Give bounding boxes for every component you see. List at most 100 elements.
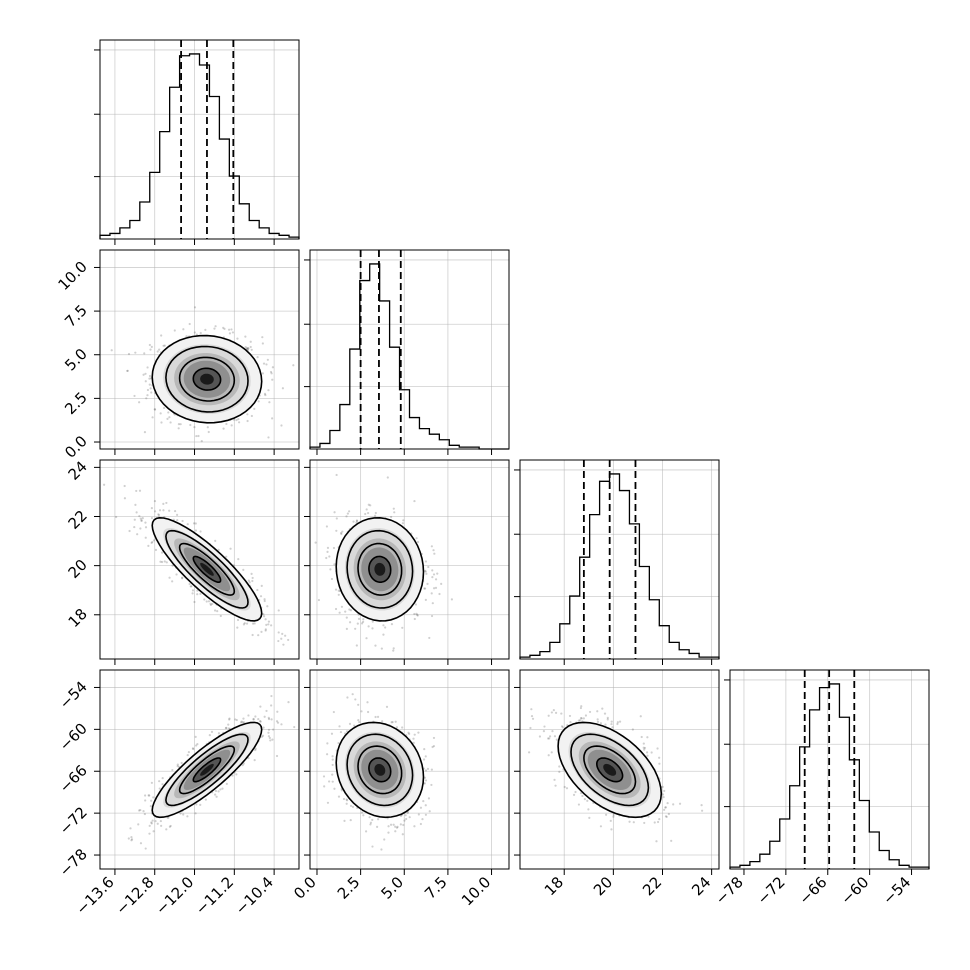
scatter-point xyxy=(426,767,430,770)
scatter-point xyxy=(610,828,613,831)
scatter-point xyxy=(287,701,290,704)
scatter-point xyxy=(275,754,279,758)
scatter-point xyxy=(579,717,583,720)
scatter-point xyxy=(249,340,252,343)
scatter-point xyxy=(228,332,232,335)
scatter-point xyxy=(364,512,367,516)
scatter-point xyxy=(144,526,148,529)
scatter-point xyxy=(123,497,127,500)
scatter-point xyxy=(337,795,341,798)
scatter-point xyxy=(162,502,165,505)
scatter-point xyxy=(213,793,217,796)
scatter-point xyxy=(165,501,168,505)
scatter-point xyxy=(670,839,673,842)
scatter-point xyxy=(115,515,118,519)
scatter-point xyxy=(133,394,136,398)
x-tick-label: 10.0 xyxy=(458,873,494,909)
scatter-point xyxy=(367,511,370,515)
panel-0-0 xyxy=(94,39,300,245)
scatter-point xyxy=(270,624,273,627)
panel-1-1 xyxy=(304,249,510,455)
scatter-point xyxy=(176,763,179,766)
scatter-point xyxy=(334,607,338,611)
scatter-point xyxy=(331,758,334,761)
scatter-point xyxy=(254,748,257,752)
scatter-point xyxy=(358,720,361,724)
scatter-point xyxy=(543,725,546,728)
contour-line xyxy=(357,745,403,795)
scatter-point xyxy=(156,350,159,353)
scatter-point xyxy=(140,519,143,523)
scatter-point xyxy=(391,721,394,724)
scatter-point xyxy=(169,421,172,424)
scatter-point xyxy=(596,718,599,721)
scatter-point xyxy=(450,598,454,601)
y-tick-label: −54 xyxy=(56,678,91,713)
scatter-point xyxy=(158,787,161,790)
scatter-point xyxy=(558,765,561,768)
scatter-point xyxy=(138,515,141,518)
scatter-point xyxy=(413,733,416,736)
density-region xyxy=(603,763,617,776)
panel-frame xyxy=(99,669,300,870)
scatter-point xyxy=(395,826,399,829)
scatter-point xyxy=(383,838,386,841)
scatter-point xyxy=(151,540,154,544)
x-tick-label: 18 xyxy=(541,873,567,899)
scatter-point xyxy=(354,698,357,701)
panel-frame xyxy=(309,669,510,870)
scatter-point xyxy=(618,720,622,723)
scatter-point xyxy=(569,721,572,724)
scatter-point xyxy=(596,720,600,723)
scatter-point xyxy=(230,424,233,427)
scatter-point xyxy=(373,514,377,517)
y-tick-label: −60 xyxy=(56,719,91,754)
scatter-point xyxy=(599,825,603,828)
scatter-point xyxy=(143,812,146,816)
scatter-point xyxy=(186,753,189,757)
scatter-point xyxy=(612,815,615,818)
scatter-point xyxy=(423,776,427,779)
scatter-point xyxy=(348,608,351,611)
scatter-point xyxy=(371,627,374,630)
contour-line xyxy=(335,516,425,622)
scatter-point xyxy=(260,630,263,633)
scatter-point xyxy=(663,789,666,793)
scatter-point xyxy=(247,756,250,760)
y-tick-label: 18 xyxy=(65,605,91,631)
scatter-point xyxy=(150,391,153,394)
scatter-point xyxy=(235,773,238,776)
scatter-point xyxy=(185,335,188,338)
scatter-point xyxy=(214,539,217,543)
scatter-point xyxy=(664,815,668,818)
scatter-point xyxy=(365,637,368,640)
y-tick-label: −72 xyxy=(56,803,91,838)
scatter-point xyxy=(440,582,443,585)
scatter-point xyxy=(349,819,352,822)
scatter-point xyxy=(128,529,131,533)
scatter-point xyxy=(612,813,615,817)
scatter-point xyxy=(604,813,608,816)
scatter-point xyxy=(430,545,433,548)
scatter-point xyxy=(270,694,273,698)
scatter-point xyxy=(432,573,436,576)
scatter-point xyxy=(227,723,230,726)
x-tick-label: 20 xyxy=(590,873,616,899)
contour-line xyxy=(178,356,236,402)
scatter-point xyxy=(431,602,434,605)
scatter-point xyxy=(427,565,430,569)
scatter-point xyxy=(190,585,193,588)
scatter-point xyxy=(314,541,317,544)
scatter-point xyxy=(387,825,390,828)
scatter-point xyxy=(177,427,180,430)
scatter-point xyxy=(134,351,137,354)
scatter-point xyxy=(257,717,260,721)
scatter-point xyxy=(325,525,328,528)
scatter-point xyxy=(701,809,704,812)
scatter-point xyxy=(553,778,556,781)
scatter-point xyxy=(280,637,283,640)
scatter-point xyxy=(139,842,143,845)
scatter-point xyxy=(204,798,207,801)
scatter-point xyxy=(356,622,359,625)
scatter-point xyxy=(270,718,273,721)
